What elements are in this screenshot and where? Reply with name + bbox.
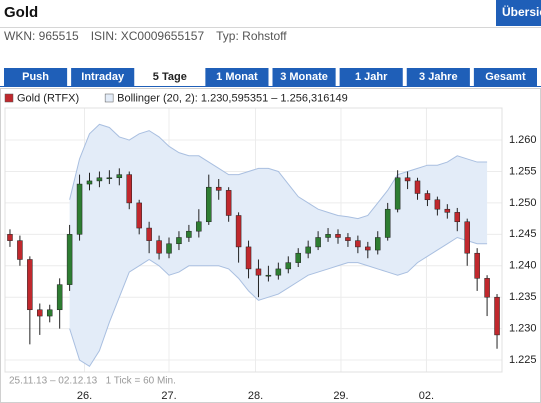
candle-body [255, 268, 262, 276]
legend-label: Gold (RTFX) [17, 92, 79, 104]
overview-button[interactable] [496, 0, 541, 26]
candle-body [166, 243, 172, 254]
candle-body [37, 309, 43, 317]
tab-label[interactable]: Gesamt [485, 71, 526, 83]
legend: Gold (RTFX) Bollinger (20, 2): 1.230,5953… [4, 92, 348, 104]
candle-body [215, 186, 222, 191]
candle-body [245, 246, 252, 270]
candle-body [176, 237, 182, 245]
candle-body [66, 234, 73, 285]
y-tick-label: 1.225 [509, 354, 537, 366]
chart-note: 25.11.13 – 02.12.13 1 Tick = 60 Min. [9, 376, 176, 387]
overview-button-label[interactable]: Übersic [502, 4, 541, 19]
candle-body [265, 274, 272, 277]
candle-body [86, 180, 93, 185]
candle-body [206, 186, 212, 223]
candle-body [275, 268, 282, 276]
candle-body [494, 296, 500, 336]
candle-body [27, 259, 33, 311]
candle-body [285, 262, 292, 270]
candle-body [414, 180, 421, 194]
candle-body [116, 174, 123, 179]
candle-body [444, 208, 451, 213]
candle-body [394, 177, 401, 210]
candle-body [474, 252, 480, 279]
candle-body [7, 234, 13, 241]
tab[interactable] [339, 68, 403, 86]
x-tick-label: 27. [161, 390, 176, 402]
candle-body [305, 246, 311, 254]
band-lower [69, 236, 488, 368]
x-tick-label: 29. [333, 390, 348, 402]
candle-body [454, 212, 461, 223]
candle-body [46, 309, 53, 317]
y-tick-label: 1.260 [509, 134, 537, 146]
tab-label[interactable]: 3 Monate [280, 71, 328, 83]
candle-body [146, 227, 152, 241]
tab[interactable] [71, 68, 135, 86]
candle-body [76, 183, 83, 235]
legend-swatch [4, 93, 14, 103]
tab-label[interactable]: Intraday [81, 71, 125, 83]
candle-body [225, 190, 232, 216]
candle-body [325, 234, 331, 238]
tab-label[interactable]: Push [22, 71, 49, 83]
x-tick-label: 26. [77, 390, 92, 402]
plot-border [4, 107, 503, 373]
legend-swatch [104, 93, 114, 103]
tab-label[interactable]: 5 Tage [153, 71, 187, 83]
tab[interactable] [272, 68, 336, 86]
candle-body [186, 230, 192, 238]
tab[interactable] [4, 68, 68, 86]
info-item: WKN: 965515 [4, 29, 79, 43]
candle-body [136, 202, 142, 229]
candle-body [126, 174, 132, 204]
candle-body [17, 240, 23, 260]
band-area [69, 124, 488, 367]
candle-body [484, 278, 490, 298]
tab-label[interactable]: 1 Jahr [355, 71, 388, 83]
x-tick-label: 02. [419, 390, 434, 402]
tabs: Push Intraday 5 Tage 1 Monat 3 Monate 1 Jahr 3… [0, 68, 541, 87]
info-row: WKN: 965515 ISIN: XC0009655157 Typ: Rohsto… [4, 29, 287, 43]
band-upper [69, 123, 488, 220]
candle-body [384, 208, 391, 238]
plot: 1.225 1.230 1.235 1.240 1.245 1.250 1.255 1.260… [4, 107, 537, 402]
y-tick-label: 1.250 [509, 197, 537, 209]
y-tick-label: 1.240 [509, 260, 537, 272]
candle-body [365, 246, 371, 251]
candle-body [335, 234, 341, 238]
y-tick-label: 1.245 [509, 228, 537, 240]
y-tick-label: 1.235 [509, 291, 537, 303]
y-tick-label: 1.255 [509, 165, 537, 177]
y-tick-label: 1.230 [509, 323, 537, 335]
page-title: Gold [4, 4, 38, 21]
candle-body [156, 240, 162, 254]
tab[interactable] [138, 68, 202, 86]
candle-body [355, 240, 361, 248]
candle-body [404, 177, 411, 182]
candle-body [235, 215, 242, 248]
legend-label: Bollinger (20, 2): 1.230,595351 – 1.256,… [117, 92, 348, 104]
tab-label[interactable]: 3 Jahre [419, 71, 458, 83]
tab[interactable] [473, 68, 537, 86]
candle-body [295, 252, 301, 263]
info-item: Typ: Rohstoff [216, 29, 287, 43]
candle-body [345, 237, 351, 241]
tab[interactable] [406, 68, 470, 86]
candle-body [56, 284, 63, 311]
candle-body [424, 193, 431, 201]
candle-body [434, 199, 441, 210]
candle-body [96, 177, 103, 182]
tab[interactable] [205, 68, 269, 86]
candle-body [375, 237, 381, 251]
candle-body [315, 237, 321, 248]
candle-body [196, 221, 202, 232]
candle-body [464, 221, 470, 254]
tab-label[interactable]: 1 Monat [216, 71, 258, 83]
x-tick-label: 28. [248, 390, 263, 402]
candle-body [106, 177, 113, 180]
info-item: ISIN: XC0009655157 [91, 29, 205, 43]
